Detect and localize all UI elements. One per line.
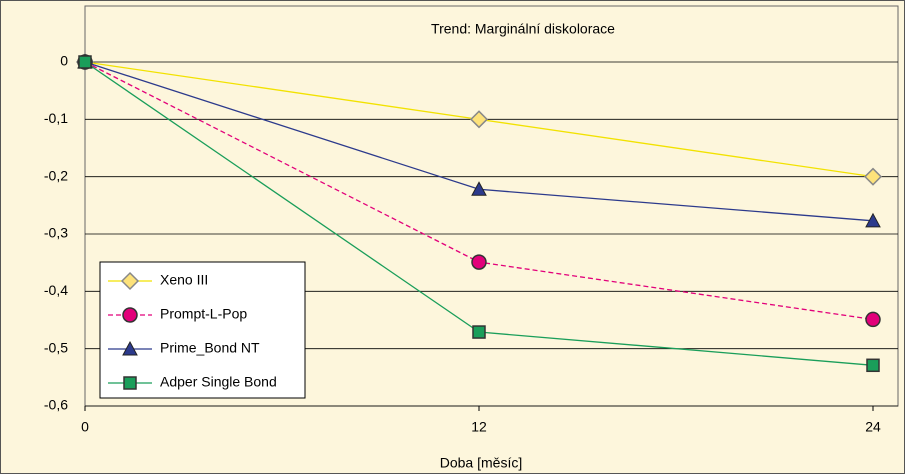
y-tick-label: -0,3 — [44, 225, 68, 241]
y-tick-label: -0,6 — [44, 397, 68, 413]
legend-label: Adper Single Bond — [160, 374, 277, 390]
legend-label: Prompt-L-Pop — [160, 306, 247, 322]
marker — [469, 110, 489, 129]
y-tick-label: 0 — [60, 53, 68, 69]
marker — [472, 325, 486, 339]
x-tick-label: 12 — [471, 419, 487, 435]
y-tick-label: -0,1 — [44, 110, 68, 126]
x-tick-label: 24 — [865, 419, 881, 435]
marker — [863, 167, 883, 186]
y-tick-label: -0,2 — [44, 167, 68, 183]
y-tick-label: -0,5 — [44, 339, 68, 355]
marker — [865, 311, 881, 328]
legend-marker — [122, 307, 138, 323]
marker — [471, 181, 487, 196]
marker — [866, 358, 880, 373]
y-tick-label: -0,4 — [44, 282, 68, 298]
chart-title: Trend: Marginální diskolorace — [431, 21, 615, 37]
x-tick-label: 0 — [81, 419, 89, 435]
legend-marker — [122, 340, 138, 356]
legend-label: Prime_Bond NT — [160, 340, 260, 356]
x-axis-label: Doba [měsíc] — [440, 455, 522, 471]
marker — [78, 55, 92, 69]
marker — [865, 212, 881, 228]
legend-label: Xeno III — [160, 272, 208, 288]
marker — [471, 254, 487, 270]
legend-marker — [120, 271, 140, 291]
legend-marker — [123, 376, 137, 390]
